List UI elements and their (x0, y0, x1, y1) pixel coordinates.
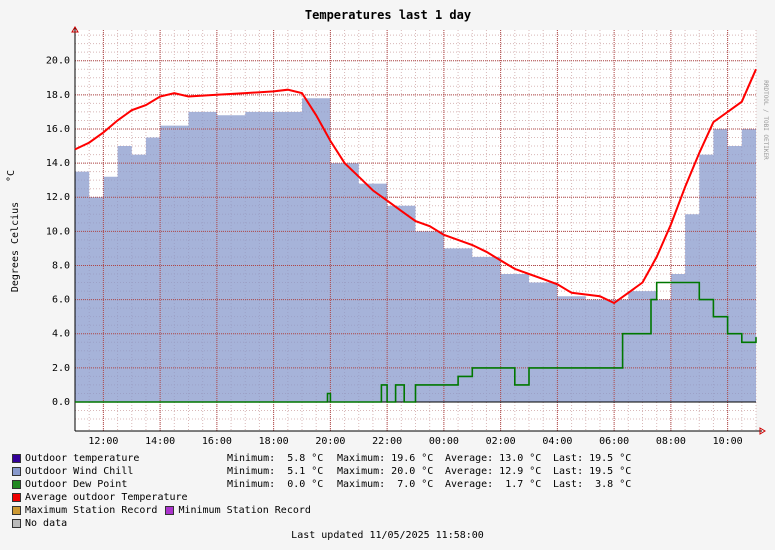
x-tick-label: 14:00 (145, 436, 175, 447)
legend-label: Minimum Station Record (178, 505, 311, 516)
stat-avg: Average: 1.7 °C (445, 479, 542, 490)
x-tick-label: 16:00 (202, 436, 232, 447)
legend-label: Outdoor temperature (25, 453, 140, 464)
legend-item-outdoor-wind-chill: Outdoor Wind Chill Minimum: 5.1 °C Maxim… (12, 465, 631, 478)
x-axis-arrow (759, 427, 766, 435)
chart-title: Temperatures last 1 day (305, 8, 471, 22)
stat-min: Minimum: 5.1 °C (227, 466, 324, 477)
plot-area: 0.0 2.0 4.0 6.0 8.0 10.0 12.0 14.0 16.0 18.0 20.0 1… (46, 26, 766, 447)
stat-min: Minimum: 5.8 °C (227, 453, 324, 464)
x-tick-label: 08:00 (656, 436, 686, 447)
legend-item-station-records: Maximum Station Record Minimum Station R… (12, 504, 631, 517)
y-tick-label: 4.0 (52, 329, 70, 340)
y-tick-label: 10.0 (46, 226, 70, 237)
y-tick-label: 6.0 (52, 295, 70, 306)
y-tick-label: 0.0 (52, 397, 70, 408)
stat-min: Minimum: 0.0 °C (227, 479, 324, 490)
x-tick-label: 12:00 (88, 436, 118, 447)
legend-item-no-data: No data (12, 517, 631, 530)
legend-item-minimum-station-record: Minimum Station Record (165, 504, 311, 517)
x-tick-label: 20:00 (315, 436, 345, 447)
stat-avg: Average: 12.9 °C (445, 466, 542, 477)
legend-label: Maximum Station Record (25, 505, 158, 516)
legend-label: Outdoor Dew Point (25, 479, 128, 490)
y-tick-label: 18.0 (46, 90, 70, 101)
x-tick-label: 04:00 (542, 436, 572, 447)
last-updated: Last updated 11/05/2025 11:58:00 (291, 530, 484, 541)
legend-swatch (12, 519, 21, 528)
y-axis-label: Degrees Celcius (10, 202, 21, 292)
legend-swatch (12, 506, 21, 515)
legend-item-outdoor-temperature: Outdoor temperature Minimum: 5.8 °C Maxi… (12, 452, 631, 465)
legend-item-outdoor-dew-point: Outdoor Dew Point Minimum: 0.0 °C Maximu… (12, 478, 631, 491)
legend-swatch (12, 467, 21, 476)
legend-swatch (165, 506, 175, 515)
series-wind-chill-area (75, 69, 756, 402)
stat-last: Last: 19.5 °C (553, 453, 632, 464)
stat-max: Maximum: 7.0 °C (337, 479, 434, 490)
x-tick-label: 18:00 (259, 436, 289, 447)
legend-swatch (12, 480, 21, 489)
stat-max: Maximum: 20.0 °C (337, 466, 434, 477)
y-axis-arrow (71, 26, 79, 33)
side-credit: RRDTOOL / TOBI OETIKER (762, 80, 769, 160)
stat-max: Maximum: 19.6 °C (337, 453, 434, 464)
x-tick-label: 06:00 (599, 436, 629, 447)
stat-last: Last: 3.8 °C (553, 479, 632, 490)
x-tick-label: 02:00 (486, 436, 516, 447)
y-tick-label: 14.0 (46, 158, 70, 169)
legend-swatch (12, 454, 21, 463)
x-tick-label: 00:00 (429, 436, 459, 447)
y-tick-label: 16.0 (46, 124, 70, 135)
y-tick-label: 8.0 (52, 260, 70, 271)
x-tick-label: 10:00 (713, 436, 743, 447)
y-axis-unit: °C (6, 170, 17, 182)
legend-label: No data (25, 518, 68, 529)
legend-item-average-outdoor-temperature: Average outdoor Temperature (12, 491, 631, 504)
series-average-temperature-line (74, 68, 757, 305)
legend-label: Average outdoor Temperature (25, 492, 188, 503)
series-dew-point-line (75, 281, 757, 403)
legend-label: Outdoor Wind Chill (25, 466, 134, 477)
x-tick-label: 22:00 (372, 436, 402, 447)
stat-avg: Average: 13.0 °C (445, 453, 542, 464)
y-tick-label: 12.0 (46, 192, 70, 203)
legend-swatch (12, 493, 21, 502)
legend: Outdoor temperature Minimum: 5.8 °C Maxi… (12, 452, 631, 530)
y-tick-label: 2.0 (52, 363, 70, 374)
stat-last: Last: 19.5 °C (553, 466, 632, 477)
y-tick-label: 20.0 (46, 56, 70, 67)
